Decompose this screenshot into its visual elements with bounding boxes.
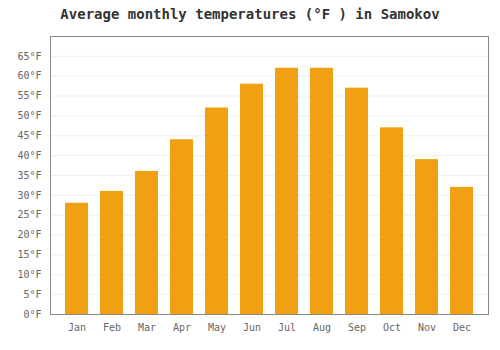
- svg-text:10°F: 10°F: [17, 269, 41, 280]
- svg-text:May: May: [208, 322, 226, 333]
- svg-text:Oct: Oct: [383, 322, 401, 333]
- svg-text:20°F: 20°F: [17, 229, 41, 240]
- svg-text:30°F: 30°F: [17, 190, 41, 201]
- svg-text:40°F: 40°F: [17, 150, 41, 161]
- svg-text:0°F: 0°F: [23, 309, 41, 320]
- svg-text:45°F: 45°F: [17, 130, 41, 141]
- svg-text:25°F: 25°F: [17, 209, 41, 220]
- svg-text:15°F: 15°F: [17, 249, 41, 260]
- svg-text:Apr: Apr: [173, 322, 191, 333]
- svg-text:Mar: Mar: [138, 322, 156, 333]
- svg-text:Jun: Jun: [243, 322, 261, 333]
- svg-text:5°F: 5°F: [23, 289, 41, 300]
- svg-text:Feb: Feb: [103, 322, 121, 333]
- svg-text:Jan: Jan: [68, 322, 86, 333]
- svg-text:55°F: 55°F: [17, 90, 41, 101]
- svg-text:65°F: 65°F: [17, 51, 41, 62]
- svg-text:Dec: Dec: [453, 322, 471, 333]
- svg-text:Sep: Sep: [348, 322, 366, 333]
- svg-text:50°F: 50°F: [17, 110, 41, 121]
- svg-text:Jul: Jul: [278, 322, 296, 333]
- svg-text:Aug: Aug: [313, 322, 331, 333]
- html-text:Average monthly temperatures (: Average monthly temperatures (°F ) in Sa…: [60, 6, 440, 22]
- svg-text:60°F: 60°F: [17, 70, 41, 81]
- svg-text:Nov: Nov: [418, 322, 436, 333]
- svg-text:35°F: 35°F: [17, 170, 41, 181]
